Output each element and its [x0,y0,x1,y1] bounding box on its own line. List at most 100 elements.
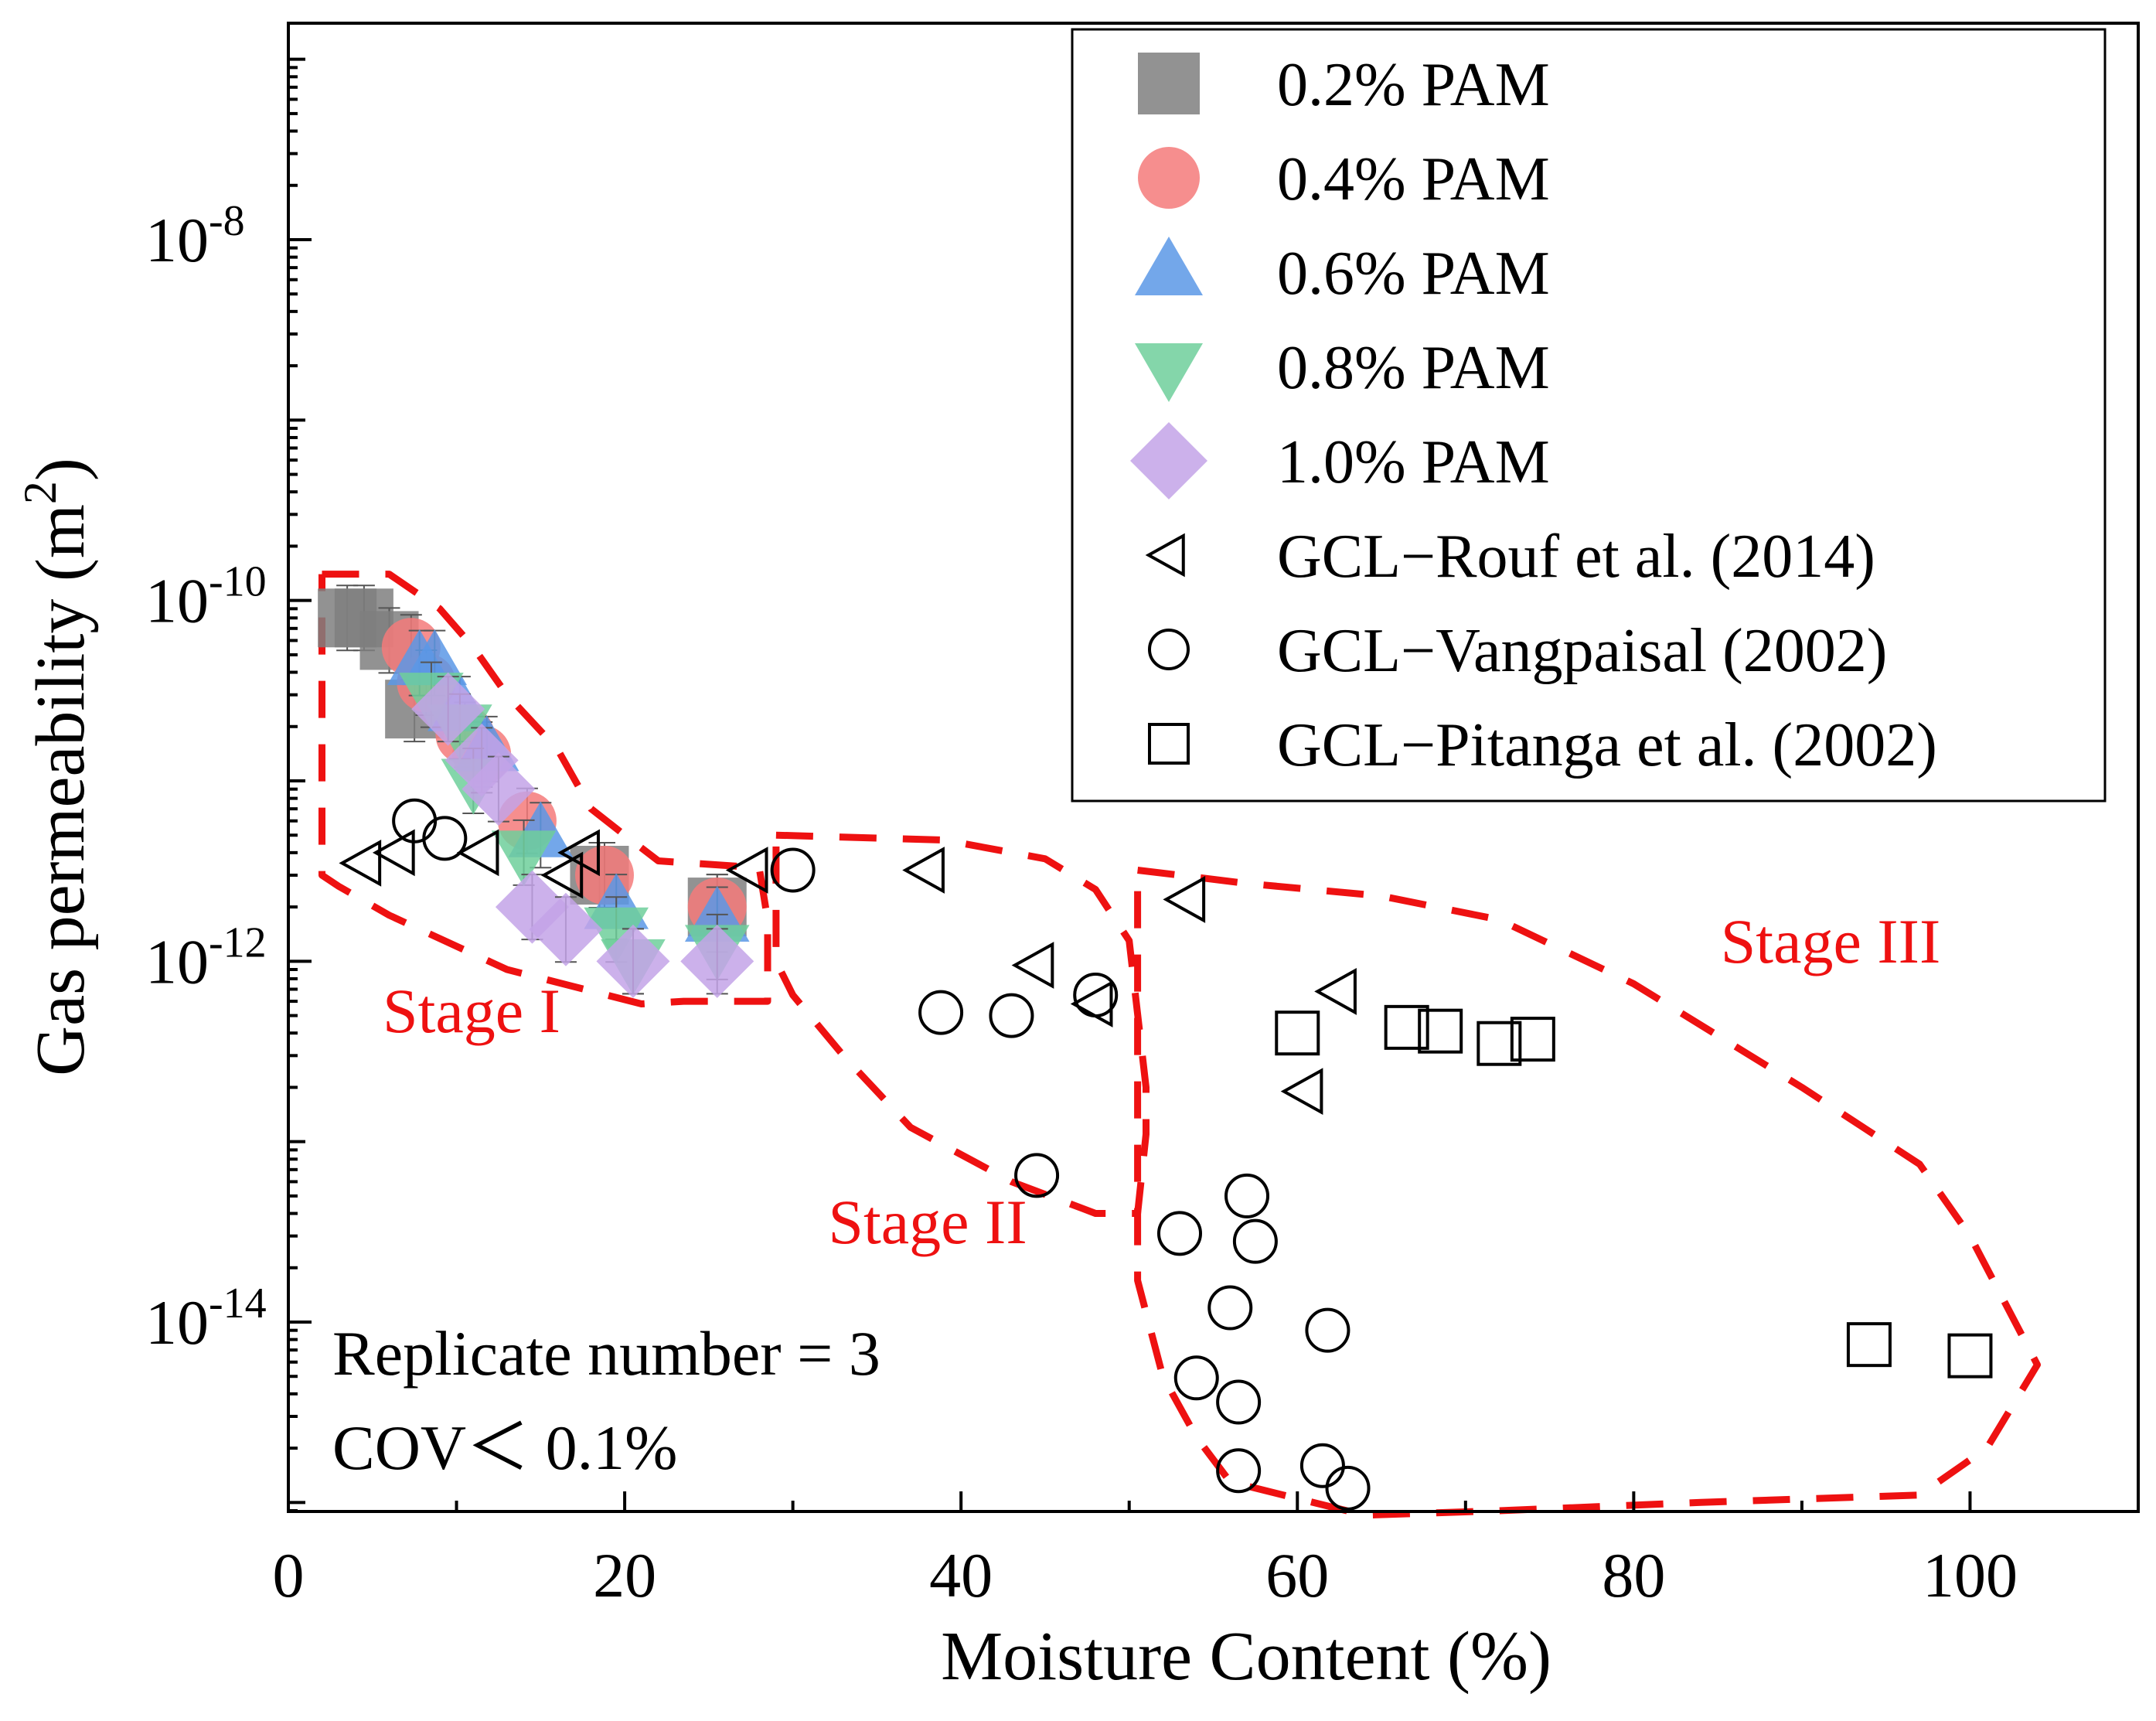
legend-label: 0.8% PAM [1277,334,1550,402]
legend-marker [1135,343,1203,402]
y-tick-label: 10-14 [145,1280,267,1358]
data-point [680,924,754,998]
legend-item: 0.2% PAM [1138,51,1550,119]
x-tick-label: 40 [929,1540,993,1610]
y-axis-label: Gas permeability (m2) [15,458,99,1076]
x-tick-label: 60 [1265,1540,1329,1610]
legend-marker [1148,629,1190,670]
y-tick-label: 10-10 [145,558,267,636]
data-point [557,829,600,877]
y-axis-ticks: 10-8 10-10 10-12 10-14 [145,57,312,1513]
series-6 [339,829,1357,1116]
data-point [1275,1010,1320,1056]
plot-frame [287,22,2140,1513]
data-point [372,829,415,877]
data-point [1305,1307,1350,1353]
data-point [1011,942,1054,989]
data-point [1073,972,1119,1017]
y-axis-label-sup: 2 [15,481,66,504]
data-point [529,892,603,966]
data-point [1207,1285,1253,1331]
y-axis-label-close: ) [22,458,99,481]
data-point [989,993,1034,1038]
stage3-region-outline [1134,867,2041,1519]
legend-frame [1071,28,2107,803]
legend-item: 1.0% PAM [1130,422,1550,499]
data-point [596,924,670,998]
x-axis-ticks: 0 20 40 60 80 100 [273,1491,2140,1610]
legend-label: GCL−Rouf et al. (2014) [1277,523,1875,591]
x-tick-label: 80 [1602,1540,1665,1610]
legend-label: 0.2% PAM [1277,51,1550,119]
data-point [1947,1333,1993,1379]
data-point [402,629,468,686]
x-axis-label: Moisture Content (%) [941,1618,1551,1695]
legend-marker [1130,422,1207,499]
legend-item: 0.8% PAM [1135,334,1550,402]
legend-marker [1138,53,1200,114]
data-point [540,851,584,899]
stage-2-label: Stage II [828,1187,1027,1257]
legend: 0.2% PAM 0.4% PAM 0.6% PAM 0.8% PAM 1.0% PAM… [1071,28,2107,803]
data-point [1224,1173,1270,1218]
stage-regions [318,571,2041,1519]
data-point [411,672,485,746]
series-8 [1275,1004,1993,1379]
data-point [584,907,649,963]
y-axis-label-base: Gas permeability (m [22,504,99,1076]
data-point [1314,968,1357,1015]
legend-label: 0.6% PAM [1277,240,1550,308]
legend-item: 0.6% PAM [1135,237,1550,308]
data-point [1156,1211,1202,1256]
stage-3-label: Stage III [1721,906,1941,976]
y-tick-label: 10-8 [145,197,245,275]
data-point [339,839,382,887]
series-7 [392,798,1371,1511]
legend-label: 0.4% PAM [1277,145,1550,213]
data-point [1418,1008,1463,1054]
data-point [1325,1465,1371,1511]
stage-1-label: Stage I [383,976,560,1046]
legend-item: GCL−Pitanga et al. (2002) [1148,711,1937,779]
x-tick-label: 0 [273,1540,305,1610]
data-point [491,830,557,887]
legend-item: 0.4% PAM [1138,145,1550,213]
x-tick-label: 100 [1923,1540,2018,1610]
legend-label: GCL−Vangpaisal (2002) [1277,617,1887,685]
data-point [456,829,499,877]
data-point [462,752,536,826]
legend-label: 1.0% PAM [1277,428,1550,496]
data-point [918,990,964,1035]
replicate-note: Replicate number = 3 [332,1318,880,1389]
legend-marker [1148,723,1190,765]
data-point [725,847,768,894]
legend-item: GCL−Rouf et al. (2014) [1145,523,1875,591]
data-point [1299,1443,1345,1488]
legend-label: GCL−Pitanga et al. (2002) [1277,711,1937,779]
legend-marker [1145,533,1185,578]
series-5 [411,672,754,998]
data-point [1280,1068,1323,1116]
x-tick-label: 20 [593,1540,656,1610]
cov-note: COV＜ 0.1% [332,1413,677,1483]
data-point [1232,1218,1278,1264]
stage1-region-outline [318,571,771,1007]
legend-marker [1135,237,1203,295]
data-point [1846,1322,1892,1368]
data-point [1384,1004,1429,1050]
data-point [902,847,945,894]
legend-marker [1138,147,1200,209]
data-point [1216,1448,1262,1494]
data-point [1163,876,1206,923]
y-tick-label: 10-12 [145,918,267,997]
data-point [1477,1021,1522,1066]
data-points [318,584,1993,1511]
legend-item: GCL−Vangpaisal (2002) [1148,617,1887,685]
data-point [1014,1153,1060,1198]
data-point [770,847,816,893]
data-point [1216,1379,1262,1425]
data-point [422,816,468,861]
data-point [1173,1355,1219,1401]
data-point [1510,1017,1555,1062]
